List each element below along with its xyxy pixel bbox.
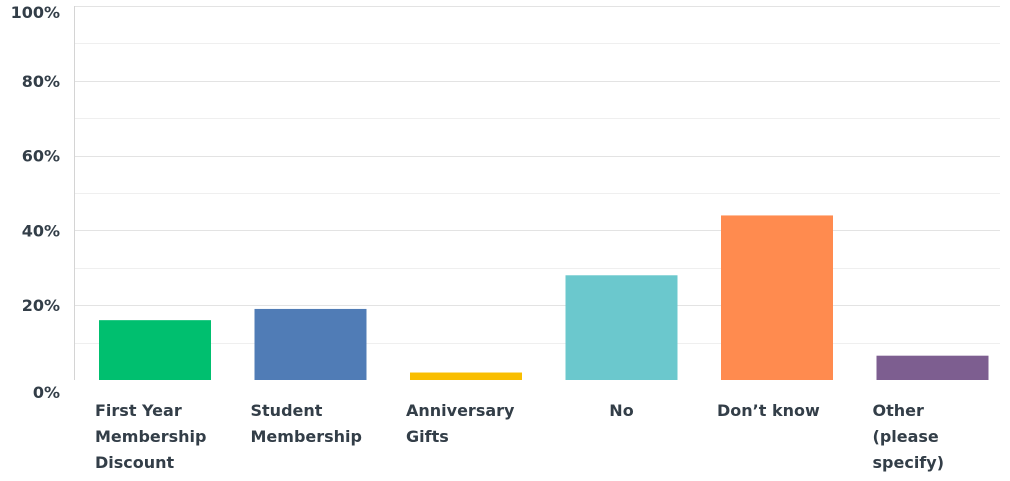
x-category-label: First Year Membership Discount bbox=[95, 401, 207, 472]
bar bbox=[410, 372, 522, 380]
bar bbox=[876, 355, 989, 380]
y-tick-label: 100% bbox=[11, 3, 60, 22]
bar bbox=[721, 215, 833, 380]
bar bbox=[99, 320, 211, 380]
bar bbox=[565, 275, 678, 380]
y-axis-ticks: 0% 20% 40% 60% 80% 100% bbox=[11, 3, 60, 402]
y-tick-label: 40% bbox=[22, 221, 60, 240]
y-tick-label: 60% bbox=[22, 147, 60, 166]
gridlines bbox=[74, 6, 1000, 344]
x-category-label: No bbox=[609, 401, 633, 420]
y-tick-label: 20% bbox=[22, 296, 60, 315]
bars bbox=[99, 215, 989, 380]
y-tick-label: 0% bbox=[33, 383, 60, 402]
bar bbox=[254, 308, 367, 380]
x-category-label: Other (please specify) bbox=[873, 401, 945, 472]
x-category-label: Student Membership bbox=[251, 401, 363, 446]
x-category-label: Don’t know bbox=[717, 401, 820, 420]
x-category-label: Anniversary Gifts bbox=[406, 401, 515, 446]
x-axis-labels: First Year Membership Discount Student Membe… bbox=[95, 401, 944, 472]
y-tick-label: 80% bbox=[22, 72, 60, 91]
